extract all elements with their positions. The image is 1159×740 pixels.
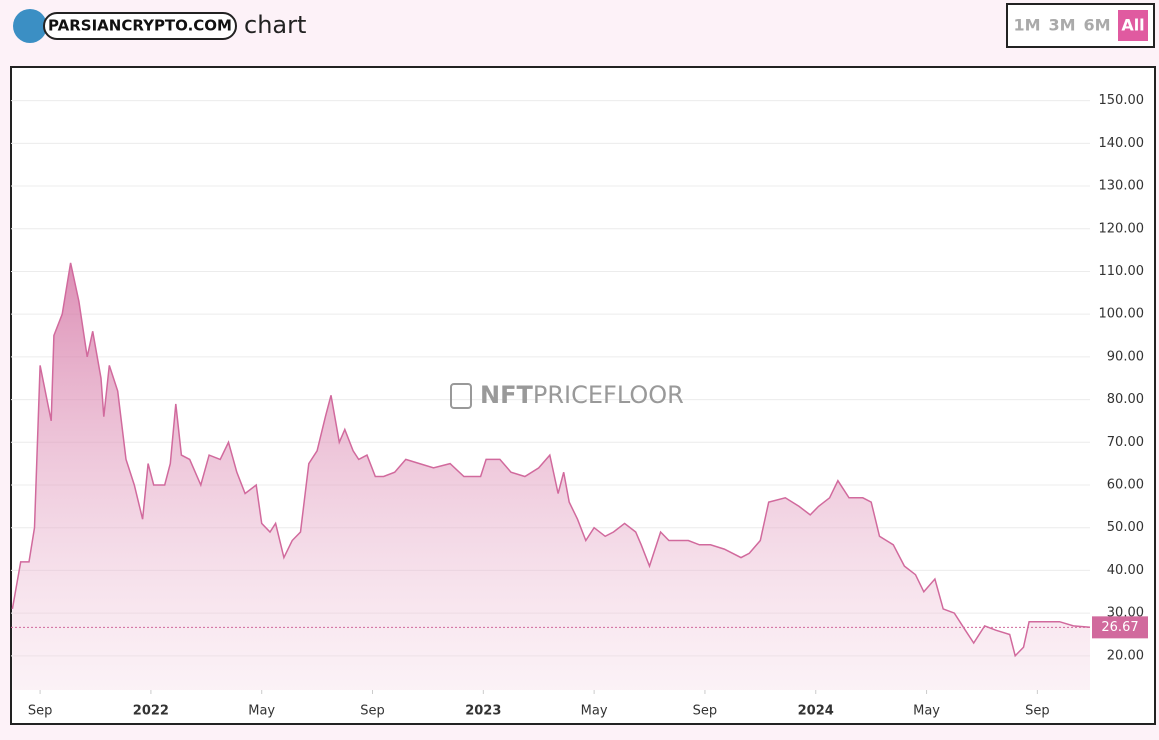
- last-price-label: 26.67: [1101, 620, 1138, 635]
- area: [12, 262, 1090, 690]
- x-tick-label: Sep: [360, 704, 385, 719]
- y-tick-label: 60.00: [1107, 478, 1144, 493]
- x-tick-label: 2023: [465, 704, 501, 719]
- y-tick-label: 40.00: [1107, 563, 1144, 578]
- logo-text: PARSIANCRYPTO.COM: [48, 17, 232, 35]
- watermark: NFTPRICEFLOOR: [480, 381, 684, 409]
- logo-box: [43, 12, 237, 40]
- range-button[interactable]: 6M: [1083, 16, 1110, 35]
- x-tick-label: Sep: [693, 704, 718, 719]
- x-tick-label: Sep: [28, 704, 53, 719]
- watermark-icon: [450, 383, 472, 409]
- x-tick-label: 2024: [798, 704, 834, 719]
- logo-icon: [13, 9, 47, 43]
- y-tick-label: 130.00: [1099, 179, 1145, 194]
- y-tick-label: 110.00: [1099, 264, 1145, 279]
- y-tick-label: 80.00: [1107, 392, 1144, 407]
- watermark-rest: PRICEFLOOR: [533, 381, 684, 409]
- range-button[interactable]: 3M: [1048, 16, 1075, 35]
- range-button[interactable]: All: [1121, 16, 1144, 35]
- y-tick-label: 140.00: [1099, 136, 1145, 151]
- x-tick-label: May: [913, 704, 940, 719]
- title: chart: [244, 11, 306, 39]
- range-active-bg: [1118, 10, 1148, 41]
- watermark-strong: NFT: [480, 381, 533, 409]
- y-tick-label: 90.00: [1107, 349, 1144, 364]
- y-tick-label: 20.00: [1107, 648, 1144, 663]
- x-tick-label: 2022: [133, 704, 169, 719]
- y-tick-label: 50.00: [1107, 520, 1144, 535]
- plot: 20.0030.0040.0050.0060.0070.0080.0090.00…: [11, 93, 1148, 719]
- x-tick-label: Sep: [1025, 704, 1050, 719]
- x-tick-label: May: [248, 704, 275, 719]
- y-tick-label: 120.00: [1099, 221, 1145, 236]
- y-tick-label: 100.00: [1099, 307, 1145, 322]
- y-tick-label: 70.00: [1107, 435, 1144, 450]
- x-tick-label: May: [581, 704, 608, 719]
- y-tick-label: 150.00: [1099, 93, 1145, 108]
- last-price-box: [1092, 616, 1148, 639]
- line: [11, 262, 1091, 658]
- range-button[interactable]: 1M: [1013, 16, 1040, 35]
